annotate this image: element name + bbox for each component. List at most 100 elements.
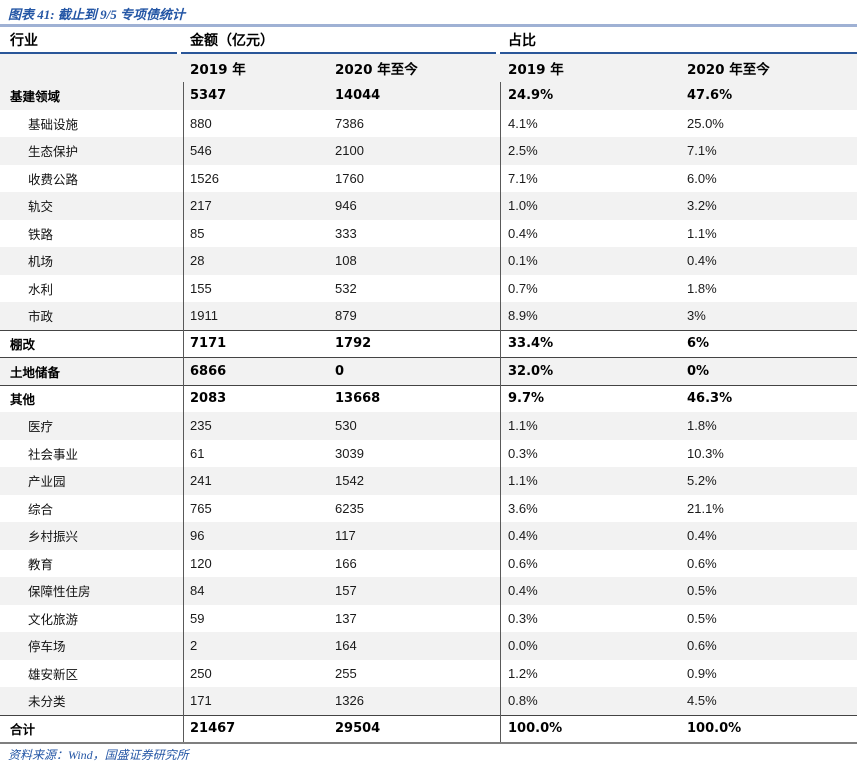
- amount-2020-cell: 2100: [335, 143, 364, 159]
- share-2020-cell: 6%: [687, 336, 710, 352]
- table-row: 生态保护 546 2100 2.5% 7.1%: [0, 137, 857, 165]
- column-group-amount: 金额（亿元）: [190, 33, 274, 49]
- share-2020-cell: 0.5%: [687, 583, 717, 599]
- share-2019-cell: 1.1%: [508, 473, 538, 489]
- table-row: 土地储备 6866 0 32.0% 0%: [0, 357, 857, 385]
- share-2020-cell: 0.9%: [687, 665, 717, 681]
- amount-2019-cell: 217: [190, 198, 212, 214]
- share-2019-cell: 4.1%: [508, 115, 538, 131]
- row-label-cell: 文化旅游: [28, 612, 79, 627]
- subheader-share-2019: 2019 年: [508, 62, 564, 78]
- share-2019-cell: 100.0%: [508, 721, 563, 737]
- share-2020-cell: 6.0%: [687, 170, 717, 186]
- amount-2019-cell: 6866: [190, 363, 227, 379]
- header-rule-segment: [0, 52, 177, 54]
- amount-2019-cell: 61: [190, 445, 205, 461]
- row-label-cell: 停车场: [28, 640, 66, 655]
- amount-2020-cell: 117: [335, 528, 356, 544]
- column-group-industry: 行业: [10, 33, 38, 49]
- amount-2020-cell: 137: [335, 610, 357, 626]
- row-label-cell: 其他: [10, 393, 36, 408]
- share-2019-cell: 1.2%: [508, 665, 538, 681]
- header-rule-segment: [500, 52, 857, 54]
- amount-2019-cell: 1911: [190, 308, 218, 324]
- amount-2020-cell: 164: [335, 638, 357, 654]
- row-label-cell: 未分类: [28, 695, 66, 710]
- amount-2020-cell: 7386: [335, 115, 364, 131]
- share-2020-cell: 0.4%: [687, 528, 717, 544]
- share-2020-cell: 21.1%: [687, 500, 724, 516]
- amount-2020-cell: 29504: [335, 721, 381, 737]
- table-group-header-row: 行业 金额（亿元） 占比: [0, 27, 857, 52]
- share-2020-cell: 1.8%: [687, 280, 717, 296]
- share-2019-cell: 0.1%: [508, 253, 538, 269]
- table-row: 其他 2083 13668 9.7% 46.3%: [0, 384, 857, 412]
- share-2020-cell: 0%: [687, 363, 710, 379]
- table-row: 停车场 2 164 0.0% 0.6%: [0, 632, 857, 660]
- table-row: 轨交 217 946 1.0% 3.2%: [0, 192, 857, 220]
- row-label-cell: 产业园: [28, 475, 66, 490]
- table-row: 未分类 171 1326 0.8% 4.5%: [0, 687, 857, 715]
- row-label-cell: 机场: [28, 255, 54, 270]
- amount-2020-cell: 166: [335, 555, 357, 571]
- amount-2020-cell: 946: [335, 198, 357, 214]
- amount-2019-cell: 1526: [190, 170, 219, 186]
- column-group-share: 占比: [508, 33, 536, 49]
- table-row: 保障性住房 84 157 0.4% 0.5%: [0, 577, 857, 605]
- amount-2020-cell: 333: [335, 225, 357, 241]
- subheader-share-2020: 2020 年至今: [687, 62, 770, 78]
- share-2019-cell: 1.1%: [508, 418, 538, 434]
- subheader-amount-2020: 2020 年至今: [335, 62, 418, 78]
- row-label-cell: 铁路: [28, 227, 54, 242]
- row-label-cell: 土地储备: [10, 365, 61, 380]
- amount-2019-cell: 171: [190, 693, 212, 709]
- amount-2020-cell: 530: [335, 418, 357, 434]
- table-body: 基建领域 5347 14044 24.9% 47.6% 基础设施 880 738…: [0, 82, 857, 742]
- share-2019-cell: 0.4%: [508, 583, 538, 599]
- share-2020-cell: 0.5%: [687, 610, 717, 626]
- share-2020-cell: 100.0%: [687, 721, 742, 737]
- table-row: 收费公路 1526 1760 7.1% 6.0%: [0, 164, 857, 192]
- table-row: 文化旅游 59 137 0.3% 0.5%: [0, 604, 857, 632]
- share-2020-cell: 0.6%: [687, 555, 717, 571]
- share-2019-cell: 0.8%: [508, 693, 538, 709]
- share-2020-cell: 4.5%: [687, 693, 717, 709]
- row-label-cell: 综合: [28, 502, 54, 517]
- column-divider-line: [183, 82, 184, 742]
- amount-2020-cell: 1792: [335, 336, 372, 352]
- amount-2020-cell: 1542: [335, 473, 364, 489]
- data-source-note: 资料来源：Wind，国盛证券研究所: [8, 748, 189, 762]
- table-row: 教育 120 166 0.6% 0.6%: [0, 549, 857, 577]
- share-2020-cell: 5.2%: [687, 473, 717, 489]
- amount-2020-cell: 879: [335, 308, 357, 324]
- share-2019-cell: 0.3%: [508, 610, 538, 626]
- amount-2020-cell: 1326: [335, 693, 364, 709]
- amount-2019-cell: 7171: [190, 336, 227, 352]
- row-label-cell: 雄安新区: [28, 667, 79, 682]
- row-label-cell: 保障性住房: [28, 585, 91, 600]
- row-label-cell: 社会事业: [28, 447, 79, 462]
- share-2020-cell: 10.3%: [687, 445, 724, 461]
- row-label-cell: 市政: [28, 310, 54, 325]
- amount-2019-cell: 2: [190, 638, 198, 654]
- column-divider-line: [500, 82, 501, 742]
- row-label-cell: 生态保护: [28, 145, 79, 160]
- share-2019-cell: 0.4%: [508, 225, 538, 241]
- amount-2019-cell: 250: [190, 665, 212, 681]
- amount-2019-cell: 155: [190, 280, 212, 296]
- amount-2019-cell: 5347: [190, 88, 227, 104]
- table-row: 乡村振兴 96 117 0.4% 0.4%: [0, 522, 857, 550]
- amount-2019-cell: 84: [190, 583, 205, 599]
- amount-2019-cell: 59: [190, 610, 205, 626]
- share-2020-cell: 3%: [687, 308, 706, 324]
- amount-2019-cell: 765: [190, 500, 212, 516]
- amount-2020-cell: 255: [335, 665, 357, 681]
- amount-2020-cell: 1760: [335, 170, 364, 186]
- table-subheader-row: 2019 年 2020 年至今 2019 年 2020 年至今: [0, 54, 857, 82]
- table-row: 铁路 85 333 0.4% 1.1%: [0, 219, 857, 247]
- amount-2020-cell: 14044: [335, 88, 381, 104]
- amount-2020-cell: 532: [335, 280, 357, 296]
- table-row: 基础设施 880 7386 4.1% 25.0%: [0, 109, 857, 137]
- amount-2019-cell: 28: [190, 253, 205, 269]
- figure-title: 图表 41: 截止到 9/5 专项债统计: [8, 7, 185, 22]
